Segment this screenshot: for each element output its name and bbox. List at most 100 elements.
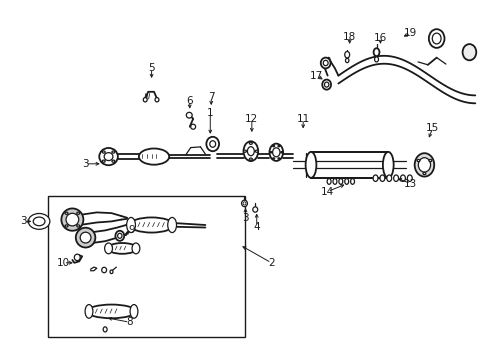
Ellipse shape	[132, 243, 140, 254]
Text: 18: 18	[342, 32, 356, 42]
Ellipse shape	[344, 179, 348, 184]
Circle shape	[77, 212, 80, 214]
Ellipse shape	[190, 124, 195, 129]
Ellipse shape	[103, 327, 107, 332]
Circle shape	[65, 225, 68, 227]
Ellipse shape	[107, 243, 137, 254]
Text: 12: 12	[244, 114, 258, 124]
Circle shape	[102, 160, 105, 162]
Circle shape	[249, 158, 252, 160]
Text: 7: 7	[207, 92, 214, 102]
Text: 8: 8	[126, 317, 133, 327]
Ellipse shape	[129, 217, 173, 233]
Ellipse shape	[332, 179, 336, 184]
Text: 16: 16	[373, 33, 386, 43]
Ellipse shape	[386, 175, 391, 181]
Text: 4: 4	[253, 222, 260, 232]
Ellipse shape	[130, 305, 138, 318]
Text: 2: 2	[267, 258, 274, 268]
Ellipse shape	[350, 179, 354, 184]
Ellipse shape	[247, 147, 254, 156]
Ellipse shape	[80, 232, 91, 243]
Ellipse shape	[345, 58, 348, 63]
Ellipse shape	[104, 153, 113, 161]
Ellipse shape	[66, 213, 79, 226]
Ellipse shape	[87, 305, 136, 318]
Text: 3: 3	[20, 216, 27, 226]
Ellipse shape	[167, 217, 176, 233]
Ellipse shape	[155, 98, 159, 102]
Ellipse shape	[407, 175, 411, 181]
Ellipse shape	[252, 207, 257, 212]
Ellipse shape	[323, 60, 327, 66]
Ellipse shape	[373, 48, 379, 56]
Ellipse shape	[322, 80, 330, 90]
Ellipse shape	[102, 267, 106, 273]
Ellipse shape	[272, 148, 279, 157]
Ellipse shape	[305, 152, 316, 178]
Text: 3: 3	[242, 213, 248, 223]
Text: 17: 17	[309, 71, 323, 81]
Ellipse shape	[428, 29, 444, 48]
Ellipse shape	[110, 270, 113, 274]
Text: 10: 10	[57, 258, 70, 268]
Circle shape	[272, 158, 274, 159]
Text: 5: 5	[148, 63, 155, 73]
Ellipse shape	[85, 305, 93, 318]
Ellipse shape	[393, 175, 398, 181]
Ellipse shape	[117, 233, 122, 238]
Circle shape	[243, 150, 246, 152]
Ellipse shape	[186, 112, 192, 118]
Ellipse shape	[99, 148, 118, 165]
Text: 9: 9	[128, 225, 135, 235]
Ellipse shape	[326, 179, 330, 184]
Circle shape	[249, 142, 252, 144]
Circle shape	[280, 152, 282, 153]
Ellipse shape	[379, 175, 384, 181]
Circle shape	[277, 145, 279, 147]
Ellipse shape	[382, 152, 393, 178]
Ellipse shape	[76, 228, 95, 248]
Text: 15: 15	[425, 123, 439, 133]
Ellipse shape	[344, 51, 349, 58]
Ellipse shape	[417, 158, 429, 172]
Ellipse shape	[414, 153, 433, 176]
Ellipse shape	[243, 202, 245, 205]
Text: 19: 19	[403, 28, 417, 38]
Ellipse shape	[74, 254, 80, 261]
Bar	[48, 196, 245, 337]
Ellipse shape	[400, 175, 405, 181]
Ellipse shape	[115, 231, 124, 241]
Text: 1: 1	[206, 108, 213, 118]
Ellipse shape	[324, 82, 328, 87]
Ellipse shape	[243, 141, 258, 161]
Ellipse shape	[338, 179, 342, 184]
Text: 6: 6	[186, 96, 193, 106]
Ellipse shape	[209, 141, 215, 147]
Circle shape	[77, 225, 80, 227]
Ellipse shape	[143, 98, 147, 102]
Circle shape	[272, 145, 274, 147]
Ellipse shape	[241, 200, 247, 207]
Circle shape	[28, 213, 50, 229]
Ellipse shape	[104, 243, 112, 254]
Ellipse shape	[139, 149, 169, 165]
Circle shape	[102, 151, 105, 153]
Circle shape	[33, 217, 45, 226]
Circle shape	[269, 152, 271, 153]
Circle shape	[255, 150, 258, 152]
Ellipse shape	[206, 137, 219, 151]
Ellipse shape	[269, 144, 283, 161]
Circle shape	[416, 159, 419, 162]
Ellipse shape	[372, 175, 377, 181]
Text: 11: 11	[296, 114, 309, 124]
Bar	[310, 152, 387, 178]
Ellipse shape	[126, 217, 135, 233]
Ellipse shape	[320, 58, 330, 68]
Ellipse shape	[462, 44, 475, 60]
Text: 13: 13	[403, 179, 417, 189]
Circle shape	[112, 160, 115, 162]
Ellipse shape	[61, 208, 83, 231]
Ellipse shape	[431, 33, 440, 44]
Circle shape	[277, 158, 279, 159]
